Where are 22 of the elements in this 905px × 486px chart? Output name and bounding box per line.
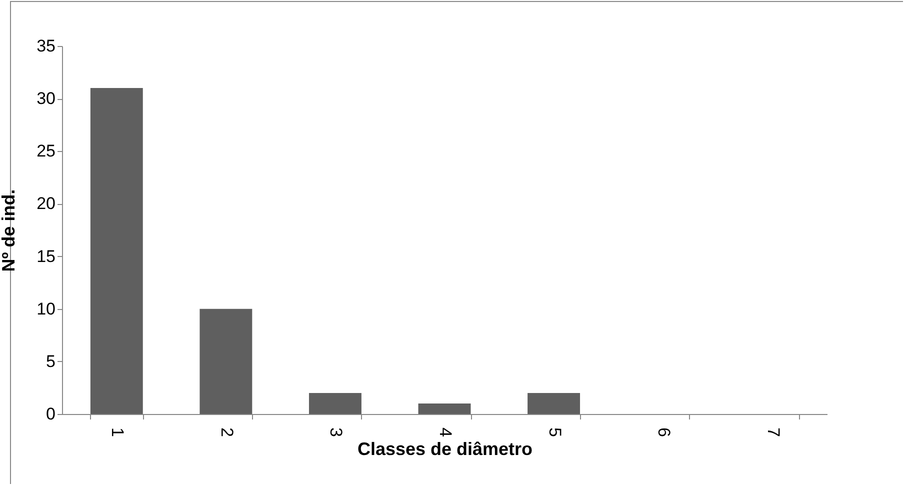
y-tick-label: 10 <box>36 299 56 318</box>
y-tick-label: 5 <box>46 352 56 371</box>
x-tick-label: 2 <box>217 428 236 437</box>
x-tick-label: 1 <box>108 428 128 437</box>
y-tick-label: 20 <box>36 194 56 214</box>
bar <box>90 88 143 414</box>
y-axis-title: Nº de ind. <box>0 189 19 272</box>
x-tick-label: 7 <box>764 428 783 437</box>
x-tick-label: 5 <box>545 428 564 437</box>
y-tick-label: 35 <box>36 36 56 56</box>
y-tick-label: 15 <box>36 246 56 266</box>
bar <box>528 392 580 414</box>
bar <box>418 403 471 414</box>
bar <box>308 392 362 414</box>
y-tick-label: 0 <box>46 404 56 424</box>
x-axis-title: Classes de diâmetro <box>357 438 533 459</box>
x-tick-label: 4 <box>436 428 455 437</box>
bar <box>200 308 252 414</box>
x-tick-label: 3 <box>326 428 346 437</box>
x-tick-label: 6 <box>654 428 674 437</box>
y-tick-label: 30 <box>36 89 56 108</box>
y-tick-label: 25 <box>36 142 56 161</box>
